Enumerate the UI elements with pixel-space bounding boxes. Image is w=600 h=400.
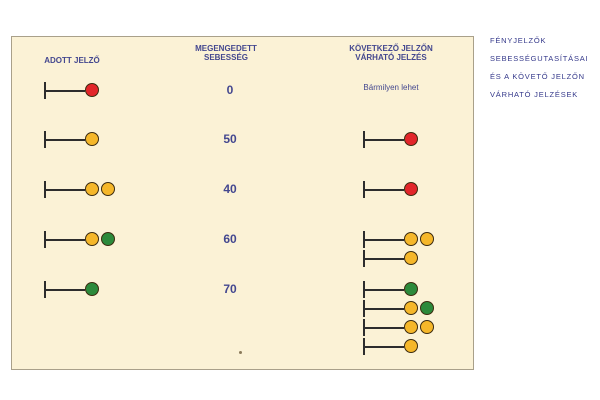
side-caption-line-1: fényjelzők [490, 36, 547, 45]
signal-arm [363, 258, 404, 260]
speed-value-4: 70 [223, 282, 237, 296]
signal-arm [44, 139, 85, 141]
signal-arm [363, 239, 404, 241]
yellow-lamp [404, 301, 418, 315]
side-caption: fényjelzők sebességutasításai és a követ… [490, 32, 600, 104]
yellow-lamp [420, 320, 434, 334]
signal-arm [363, 289, 404, 291]
red-lamp [85, 83, 99, 97]
green-lamp [404, 282, 418, 296]
red-lamp [404, 182, 418, 196]
signal-arm [44, 289, 85, 291]
speed-value-1: 50 [223, 132, 237, 146]
side-caption-line-3: és a követő jelzőn [490, 72, 585, 81]
signal-arm [363, 327, 404, 329]
yellow-lamp [85, 182, 99, 196]
side-caption-line-2: sebességutasításai [490, 54, 589, 63]
header-permitted-speed: MEGENGEDETT SEBESSÉG [195, 44, 257, 62]
signal-arm [363, 189, 404, 191]
yellow-lamp [420, 232, 434, 246]
header-given-signal: ADOTT JELZŐ [44, 56, 100, 65]
signal-arm [44, 90, 85, 92]
yellow-lamp [404, 320, 418, 334]
yellow-lamp [85, 232, 99, 246]
speed-value-3: 60 [223, 232, 237, 246]
yellow-lamp [85, 132, 99, 146]
yellow-lamp [404, 232, 418, 246]
signal-arm [363, 139, 404, 141]
yellow-lamp [101, 182, 115, 196]
signal-arm [44, 239, 85, 241]
signal-arm [363, 346, 404, 348]
yellow-lamp [404, 251, 418, 265]
dot-marker [239, 351, 242, 354]
green-lamp [85, 282, 99, 296]
red-lamp [404, 132, 418, 146]
header-next-signal: KÖVETKEZŐ JELZŐN VÁRHATÓ JELZÉS [349, 44, 433, 62]
green-lamp [420, 301, 434, 315]
green-lamp [101, 232, 115, 246]
speed-value-2: 40 [223, 182, 237, 196]
yellow-lamp [404, 339, 418, 353]
side-caption-line-4: várható jelzések [490, 90, 579, 99]
signal-arm [44, 189, 85, 191]
next-signal-any-text: Bármilyen lehet [363, 83, 419, 92]
speed-value-0: 0 [226, 83, 234, 97]
signal-arm [363, 308, 404, 310]
